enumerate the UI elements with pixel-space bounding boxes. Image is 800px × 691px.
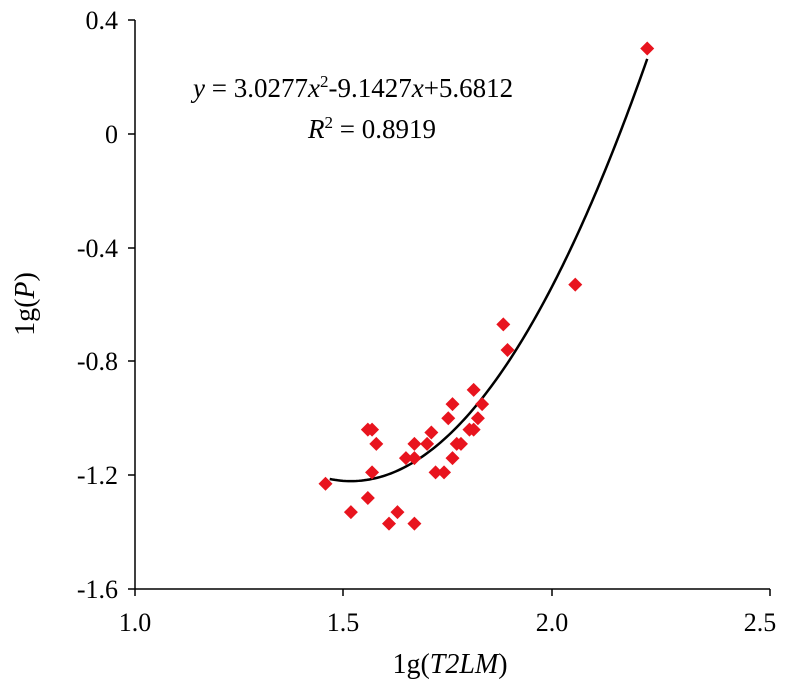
data-point bbox=[398, 451, 413, 466]
fit-curve bbox=[329, 58, 649, 483]
y-axis-title-var: P bbox=[10, 281, 41, 299]
y-tick-label: 0.4 bbox=[86, 6, 119, 35]
data-point bbox=[360, 490, 375, 505]
data-point bbox=[466, 382, 481, 397]
eq-x2: x bbox=[411, 73, 424, 103]
r-letter: R bbox=[307, 114, 325, 144]
y-tick-label: -0.4 bbox=[77, 234, 118, 263]
data-point bbox=[453, 436, 468, 451]
x-ticks: 1.0 1.5 2.0 2.5 bbox=[119, 589, 777, 637]
data-point bbox=[500, 343, 515, 358]
eq-x1: x bbox=[307, 73, 320, 103]
data-point bbox=[445, 397, 460, 412]
data-point bbox=[437, 465, 452, 480]
x-axis-title-prefix: 1g( bbox=[392, 649, 429, 680]
eq-sup: 2 bbox=[320, 72, 329, 91]
eq-part3: +5.6812 bbox=[424, 73, 513, 103]
x-axis-title: 1g(T2LM) bbox=[392, 649, 507, 680]
fit-equation: y = 3.0277x2-9.1427x+5.6812 bbox=[190, 72, 513, 103]
data-point bbox=[407, 436, 422, 451]
x-tick-label: 1.0 bbox=[119, 608, 152, 637]
x-tick-label: 2.0 bbox=[536, 608, 569, 637]
y-tick-label: -1.6 bbox=[77, 575, 118, 604]
data-point bbox=[420, 436, 435, 451]
data-point bbox=[568, 277, 583, 292]
y-tick-label: -0.8 bbox=[77, 347, 118, 376]
r-sup: 2 bbox=[325, 113, 334, 132]
r-value: = 0.8919 bbox=[333, 114, 436, 144]
data-points bbox=[318, 41, 655, 531]
y-axis-title-prefix: 1g( bbox=[10, 299, 41, 336]
data-point bbox=[470, 411, 485, 426]
y-tick-label: 0 bbox=[105, 120, 118, 149]
data-point bbox=[407, 451, 422, 466]
data-point bbox=[640, 41, 655, 56]
data-point bbox=[428, 465, 443, 480]
data-point bbox=[318, 476, 333, 491]
data-point bbox=[382, 516, 396, 531]
x-tick-label: 1.5 bbox=[327, 608, 360, 637]
y-axis-title: 1g(P) bbox=[10, 272, 41, 336]
data-point bbox=[369, 436, 384, 451]
x-axis-title-suffix: ) bbox=[498, 649, 507, 680]
data-point bbox=[496, 317, 511, 332]
r-squared: R2 = 0.8919 bbox=[307, 113, 436, 144]
data-point bbox=[365, 465, 380, 480]
x-axis-title-var: T2LM bbox=[430, 649, 500, 680]
eq-y: y bbox=[190, 73, 205, 103]
y-tick-label: -1.2 bbox=[77, 461, 118, 490]
data-point bbox=[390, 505, 405, 520]
y-ticks: 0.4 0 -0.4 -0.8 -1.2 -1.6 bbox=[77, 6, 135, 604]
data-point bbox=[445, 451, 460, 466]
data-point bbox=[343, 505, 358, 520]
eq-part1: = 3.0277 bbox=[205, 73, 308, 103]
y-axis-title-suffix: ) bbox=[10, 272, 41, 281]
eq-part2: -9.1427 bbox=[328, 73, 411, 103]
data-point bbox=[466, 422, 481, 437]
x-tick-label: 2.5 bbox=[744, 608, 777, 637]
data-point bbox=[407, 516, 422, 531]
data-point bbox=[441, 411, 456, 426]
data-point bbox=[424, 425, 439, 440]
data-point bbox=[365, 422, 380, 437]
data-point bbox=[475, 397, 490, 412]
